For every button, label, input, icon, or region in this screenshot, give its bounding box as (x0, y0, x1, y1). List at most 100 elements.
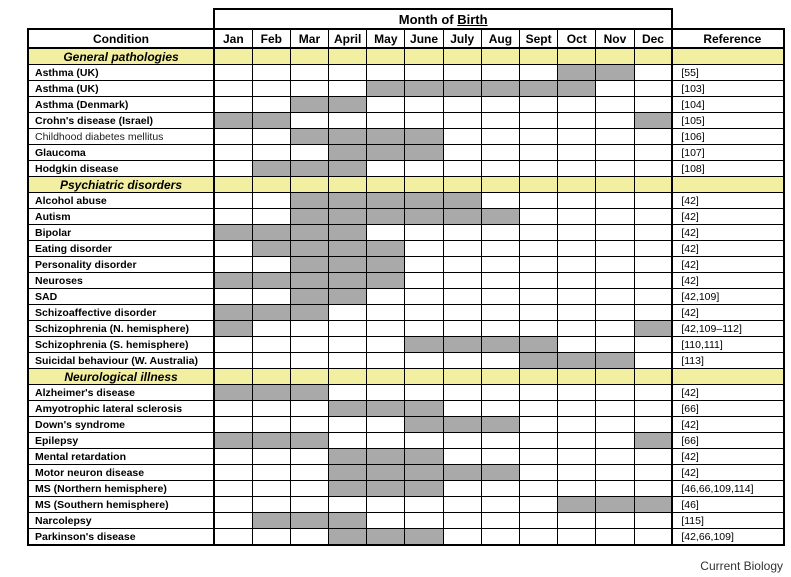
column-header-row: Condition Jan Feb Mar April May June July Aug Se… (27, 28, 786, 49)
month-cell (366, 432, 406, 449)
section-month-cell (633, 47, 673, 65)
month-cell (366, 304, 406, 321)
reference-value: [103] (671, 80, 786, 97)
table-row: MS (Northern hemisphere) [46,66,109,114] (27, 480, 786, 497)
month-cell (595, 144, 635, 161)
month-cell (518, 224, 559, 241)
month-cell (328, 112, 368, 129)
reference-value: [42] (671, 272, 786, 289)
table-row: Asthma (Denmark) [104] (27, 96, 786, 113)
table-row: Crohn's disease (Israel) [105] (27, 112, 786, 129)
month-cell (404, 288, 444, 305)
month-cell (595, 416, 635, 433)
section-month-cell (366, 47, 406, 65)
month-of-birth-table: Month of Birth Condition Jan Feb Mar April M… (27, 8, 786, 546)
month-cell (518, 272, 559, 289)
shaded-month-cell (595, 352, 635, 369)
month-cell (404, 496, 444, 513)
table-row: Childhood diabetes mellitus [106] (27, 128, 786, 145)
shaded-month-cell (213, 304, 253, 321)
month-cell (595, 480, 635, 497)
month-cell (251, 64, 291, 81)
month-cell (595, 272, 635, 289)
month-cell (557, 128, 597, 145)
shaded-month-cell (328, 96, 368, 113)
month-cell (557, 224, 597, 241)
shaded-month-cell (213, 224, 253, 241)
reference-value: [113] (671, 352, 786, 369)
shaded-month-cell (328, 480, 368, 497)
table-row: Suicidal behaviour (W. Australia) [113] (27, 352, 786, 369)
shaded-month-cell (633, 112, 673, 129)
month-cell (251, 464, 291, 481)
month-cell (633, 128, 673, 145)
reference-value: [46] (671, 496, 786, 513)
section-month-cell (442, 47, 482, 65)
month-cell (328, 304, 368, 321)
month-cell (518, 192, 559, 209)
month-cell (366, 288, 406, 305)
month-cell (404, 304, 444, 321)
month-cell (557, 400, 597, 417)
month-cell (404, 320, 444, 337)
month-cell (557, 512, 597, 529)
shaded-month-cell (328, 464, 368, 481)
shaded-month-cell (442, 80, 482, 97)
month-cell (404, 96, 444, 113)
condition-label: Personality disorder (27, 256, 215, 273)
table-row: Epilepsy [66] (27, 432, 786, 449)
month-cell (557, 416, 597, 433)
shaded-month-cell (251, 512, 291, 529)
shaded-month-cell (404, 528, 444, 546)
shaded-month-cell (404, 208, 444, 225)
section-reference-cell (671, 47, 786, 65)
section-month-cell (289, 47, 330, 65)
table-row: Mental retardation [42] (27, 448, 786, 465)
shaded-month-cell (404, 336, 444, 353)
month-cell (595, 208, 635, 225)
month-cell (518, 464, 559, 481)
shaded-month-cell (328, 160, 368, 177)
journal-credit: Current Biology (700, 559, 783, 573)
month-header-jan: Jan (213, 28, 253, 49)
shaded-month-cell (251, 432, 291, 449)
month-cell (251, 144, 291, 161)
month-cell (557, 112, 597, 129)
table-row: Amyotrophic lateral sclerosis [66] (27, 400, 786, 417)
shaded-month-cell (366, 256, 406, 273)
condition-label: Parkinson's disease (27, 528, 215, 546)
shaded-month-cell (213, 320, 253, 337)
month-cell (595, 160, 635, 177)
shaded-month-cell (289, 208, 330, 225)
month-cell (213, 352, 253, 369)
table-row: Schizoaffective disorder [42] (27, 304, 786, 321)
table-row: Alzheimer's disease [42] (27, 384, 786, 401)
shaded-month-cell (289, 384, 330, 401)
month-cell (518, 160, 559, 177)
month-cell (480, 352, 521, 369)
month-cell (595, 128, 635, 145)
month-cell (442, 352, 482, 369)
month-cell (289, 336, 330, 353)
month-cell (633, 80, 673, 97)
table-row: Schizophrenia (N. hemisphere) [42,109–112… (27, 320, 786, 337)
shaded-month-cell (366, 448, 406, 465)
reference-value: [42] (671, 448, 786, 465)
month-cell (251, 256, 291, 273)
condition-label: MS (Southern hemisphere) (27, 496, 215, 513)
month-cell (404, 352, 444, 369)
month-cell (595, 96, 635, 113)
month-cell (480, 224, 521, 241)
month-cell (442, 272, 482, 289)
month-cell (366, 160, 406, 177)
month-cell (633, 400, 673, 417)
section-month-cell (518, 368, 559, 385)
month-cell (404, 432, 444, 449)
month-cell (213, 416, 253, 433)
month-cell (480, 64, 521, 81)
month-cell (595, 512, 635, 529)
month-header-dec: Dec (633, 28, 673, 49)
month-cell (251, 288, 291, 305)
table-row: Glaucoma [107] (27, 144, 786, 161)
month-cell (480, 512, 521, 529)
